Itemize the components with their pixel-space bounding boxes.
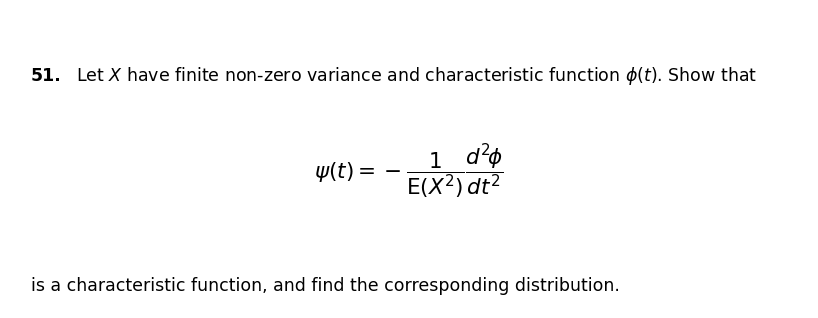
Text: 51.: 51. [31, 67, 62, 85]
Text: $\psi(t) = -\dfrac{1}{\mathrm{E}(X^2)}\dfrac{d^2\!\phi}{dt^2}$: $\psi(t) = -\dfrac{1}{\mathrm{E}(X^2)}\d… [314, 142, 504, 201]
Text: Let $X$ have finite non-zero variance and characteristic function $\phi(t)$. Sho: Let $X$ have finite non-zero variance an… [65, 65, 757, 87]
Text: is a characteristic function, and find the corresponding distribution.: is a characteristic function, and find t… [31, 277, 620, 295]
